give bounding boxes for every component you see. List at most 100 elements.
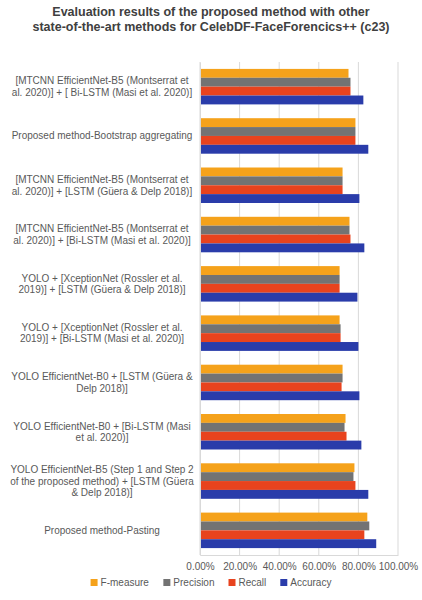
legend-swatch [91, 579, 98, 586]
bar [200, 539, 376, 548]
tick: YOLO EfficientNet-B0 + [Bi-LSTM (Masiet … [13, 421, 200, 444]
legend-item: Accuracy [280, 577, 331, 588]
text-line: & Delp 2018)] [71, 487, 132, 498]
bar [200, 463, 354, 472]
text-line: et al. 2020)] [76, 432, 129, 443]
bar [200, 432, 347, 441]
bar [200, 226, 349, 235]
bar [200, 481, 355, 490]
tick: 100.00% [379, 555, 419, 572]
category-label: [MTCNN EfficientNet-B5 (Montserrat etal.… [12, 75, 193, 98]
legend-item: F-measure [91, 577, 150, 588]
bar-series [200, 78, 369, 531]
tick: 60.00% [302, 555, 336, 572]
category-label: [MTCNN EfficientNet-B5 (Montserrat etal.… [12, 174, 193, 197]
text-line: of the proposed method) + [LSTM (Güera [10, 476, 194, 487]
bar [200, 414, 346, 423]
text-line: YOLO EfficientNet-B0 + [LSTM (Güera & [11, 371, 193, 382]
tick: 0.00% [186, 555, 214, 572]
legend-label: Recall [239, 577, 267, 588]
tick: YOLO EfficientNet-B0 + [LSTM (Güera &Del… [11, 371, 200, 394]
bar [200, 96, 363, 105]
bar [200, 266, 340, 275]
bar [200, 185, 343, 194]
legend-swatch [280, 579, 287, 586]
category-label: [MTCNN EfficientNet-B5 (Montserrat etal.… [13, 223, 191, 246]
chart-title: Evaluation results of the proposed metho… [32, 5, 389, 34]
bar [200, 391, 359, 400]
bar [200, 342, 358, 351]
chart: Evaluation results of the proposed metho… [0, 0, 422, 600]
bar [200, 243, 364, 252]
tick-label: 20.00% [223, 561, 257, 572]
tick: YOLO EfficientNet-B5 (Step 1 and Step 2o… [10, 464, 200, 498]
tick: YOLO + [XceptionNet (Rossler et al.2019)… [18, 273, 200, 296]
grid-line [398, 62, 399, 555]
legend-item: Recall [229, 577, 267, 588]
category-label: YOLO + [XceptionNet (Rossler et al.2019)… [18, 273, 185, 296]
tick-label: 60.00% [302, 561, 336, 572]
tick-label: 80.00% [342, 561, 376, 572]
bar [200, 176, 343, 185]
legend-item: Precision [163, 577, 214, 588]
text-line: [MTCNN EfficientNet-B5 (Montserrat et [15, 174, 188, 185]
bar [200, 217, 349, 226]
text-line: Proposed method-Pasting [44, 525, 160, 536]
tick: 20.00% [223, 555, 257, 572]
text-line: Proposed method-Bootstrap aggregating [12, 130, 193, 141]
tick: Proposed method-Bootstrap aggregating [12, 130, 200, 141]
text-line: 2019)] + [Bi-LSTM (Masi et al. 2020)] [20, 333, 184, 344]
bar [200, 423, 345, 432]
bar [200, 69, 349, 78]
text-line: al. 2020)] + [ Bi-LSTM (Masi et al. 2020… [12, 87, 193, 98]
bar [200, 136, 355, 145]
category-label: YOLO EfficientNet-B0 + [Bi-LSTM (Masiet … [13, 421, 190, 444]
bar [200, 78, 350, 87]
axis-line [201, 555, 399, 556]
y-axis: [MTCNN EfficientNet-B5 (Montserrat etal.… [10, 63, 200, 556]
bar [200, 168, 343, 177]
bar [200, 284, 340, 293]
bar [200, 513, 367, 522]
tick: YOLO + [XceptionNet (Rossler et al.2019)… [20, 322, 200, 345]
tick-label: 0.00% [186, 561, 214, 572]
bar [200, 530, 364, 539]
bar [200, 145, 368, 154]
legend: F-measure Precision Recall Accuracy [91, 577, 332, 588]
text-line: YOLO + [XceptionNet (Rossler et al. [22, 273, 183, 284]
bar [200, 382, 342, 391]
tick-label: 40.00% [263, 561, 297, 572]
text-line: 2019)] + [LSTM (Güera & Delp 2018)] [18, 284, 185, 295]
category-label: YOLO EfficientNet-B0 + [LSTM (Güera &Del… [11, 371, 193, 394]
legend-swatch [229, 579, 236, 586]
bar [200, 127, 355, 136]
category-label: YOLO EfficientNet-B5 (Step 1 and Step 2o… [10, 464, 194, 498]
category-label: Proposed method-Pasting [44, 525, 160, 536]
bar [200, 333, 341, 342]
grid [200, 62, 398, 555]
axis-line [200, 63, 201, 556]
tick: 80.00% [342, 555, 376, 572]
text-line: state-of-the-art methods for CelebDF-Fac… [32, 20, 389, 34]
bar [200, 365, 343, 374]
bar-series [200, 96, 376, 549]
bar [200, 472, 353, 481]
legend-swatch [163, 579, 170, 586]
grid-line [200, 62, 201, 555]
text-line: YOLO EfficientNet-B5 (Step 1 and Step 2 [10, 464, 194, 475]
bar-series [200, 87, 364, 540]
bar [200, 521, 369, 530]
tick: [MTCNN EfficientNet-B5 (Montserrat etal.… [13, 223, 200, 246]
legend-label: F-measure [101, 577, 150, 588]
bar [200, 315, 340, 324]
tick-label: 100.00% [379, 561, 419, 572]
bar [200, 275, 340, 284]
bar [200, 441, 361, 450]
text-line: [MTCNN EfficientNet-B5 (Montserrat et [15, 75, 188, 86]
bar [200, 374, 343, 383]
bar [200, 324, 341, 333]
grid-line [358, 62, 359, 555]
tick: [MTCNN EfficientNet-B5 (Montserrat etal.… [12, 75, 200, 98]
legend-label: Accuracy [290, 577, 331, 588]
category-label: YOLO + [XceptionNet (Rossler et al.2019)… [20, 322, 184, 345]
